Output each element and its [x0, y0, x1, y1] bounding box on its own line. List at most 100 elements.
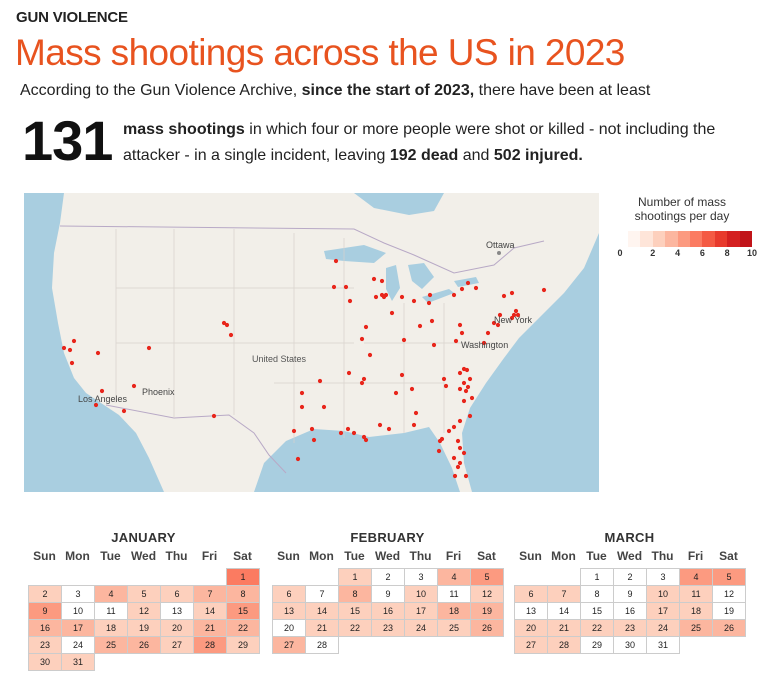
- calendar-day[interactable]: 29: [580, 636, 614, 654]
- calendar-day[interactable]: 20: [272, 619, 306, 637]
- calendar-day[interactable]: 30: [613, 636, 647, 654]
- calendar-day[interactable]: 26: [470, 619, 504, 637]
- calendar-day[interactable]: 17: [646, 602, 680, 620]
- calendar-day[interactable]: 16: [28, 619, 62, 637]
- calendar-day[interactable]: 6: [514, 585, 548, 603]
- calendar-day[interactable]: 25: [94, 636, 128, 654]
- calendar-day[interactable]: 25: [679, 619, 713, 637]
- calendar-day[interactable]: 12: [470, 585, 504, 603]
- calendar-day[interactable]: 21: [305, 619, 339, 637]
- calendar-day[interactable]: 16: [371, 602, 405, 620]
- calendar-day[interactable]: 4: [679, 568, 713, 586]
- calendar-day[interactable]: 7: [305, 585, 339, 603]
- calendar-day[interactable]: 8: [338, 585, 372, 603]
- calendar-day[interactable]: 13: [272, 602, 306, 620]
- calendar-day[interactable]: 1: [338, 568, 372, 586]
- calendar-day[interactable]: 19: [712, 602, 746, 620]
- calendar-day[interactable]: 6: [160, 585, 194, 603]
- calendar-day[interactable]: 10: [646, 585, 680, 603]
- calendar-day[interactable]: 17: [404, 602, 438, 620]
- shooting-dot: [299, 390, 305, 396]
- calendar-day[interactable]: 23: [613, 619, 647, 637]
- calendar-title: FEBRUARY: [350, 530, 425, 545]
- calendar-day[interactable]: 27: [272, 636, 306, 654]
- calendar-day[interactable]: 12: [712, 585, 746, 603]
- calendar-day[interactable]: 2: [613, 568, 647, 586]
- calendar-day[interactable]: 15: [580, 602, 614, 620]
- calendar-day[interactable]: 13: [160, 602, 194, 620]
- calendar-day[interactable]: 23: [28, 636, 62, 654]
- calendar-day[interactable]: 20: [514, 619, 548, 637]
- calendar-day[interactable]: 14: [193, 602, 227, 620]
- calendar-day[interactable]: 5: [127, 585, 161, 603]
- calendar-day[interactable]: 28: [305, 636, 339, 654]
- calendar-day[interactable]: 21: [547, 619, 581, 637]
- calendar-day[interactable]: 30: [28, 653, 62, 671]
- calendar-day[interactable]: 12: [127, 602, 161, 620]
- calendar-day[interactable]: 21: [193, 619, 227, 637]
- calendar-day[interactable]: 25: [437, 619, 471, 637]
- calendar-day[interactable]: 26: [712, 619, 746, 637]
- calendar-day[interactable]: 22: [338, 619, 372, 637]
- calendar-day[interactable]: 24: [404, 619, 438, 637]
- weekday-label: Fri: [687, 549, 704, 563]
- calendar-day[interactable]: 24: [61, 636, 95, 654]
- calendar-day[interactable]: 23: [371, 619, 405, 637]
- calendar-day[interactable]: 15: [338, 602, 372, 620]
- calendar-day[interactable]: 3: [61, 585, 95, 603]
- calendar-day[interactable]: 29: [226, 636, 260, 654]
- calendar-day[interactable]: 8: [580, 585, 614, 603]
- calendar-day[interactable]: 7: [193, 585, 227, 603]
- calendar-day[interactable]: 20: [160, 619, 194, 637]
- label-washington: Washington: [461, 340, 508, 350]
- calendar-day[interactable]: 1: [580, 568, 614, 586]
- calendar-weekdays: Sun Mon Tue Wed Thu Fri Sat: [272, 549, 503, 563]
- calendar-day[interactable]: 18: [437, 602, 471, 620]
- calendar-day[interactable]: 6: [272, 585, 306, 603]
- calendar-day[interactable]: 22: [226, 619, 260, 637]
- shooting-dot: [437, 438, 443, 444]
- calendar-day[interactable]: 11: [679, 585, 713, 603]
- calendar-day[interactable]: 5: [712, 568, 746, 586]
- calendar-day[interactable]: 19: [470, 602, 504, 620]
- calendar-day[interactable]: 19: [127, 619, 161, 637]
- calendar-day[interactable]: 24: [646, 619, 680, 637]
- calendar-day[interactable]: 9: [613, 585, 647, 603]
- calendar-day[interactable]: 2: [28, 585, 62, 603]
- shooting-dot: [457, 386, 463, 392]
- calendar-day[interactable]: 14: [547, 602, 581, 620]
- calendar-day[interactable]: 2: [371, 568, 405, 586]
- calendar-day[interactable]: 27: [514, 636, 548, 654]
- calendar-day[interactable]: 3: [646, 568, 680, 586]
- calendar-day[interactable]: 1: [226, 568, 260, 586]
- calendar-day[interactable]: 5: [470, 568, 504, 586]
- calendar-day[interactable]: 9: [371, 585, 405, 603]
- calendar-day[interactable]: 9: [28, 602, 62, 620]
- calendar-day[interactable]: 10: [404, 585, 438, 603]
- calendar-day[interactable]: 13: [514, 602, 548, 620]
- calendar-day[interactable]: 18: [94, 619, 128, 637]
- us-map[interactable]: Ottawa New York Washington United States…: [24, 193, 599, 492]
- calendar-day[interactable]: 31: [646, 636, 680, 654]
- calendar-day[interactable]: 10: [61, 602, 95, 620]
- calendar-day[interactable]: 14: [305, 602, 339, 620]
- calendar-day[interactable]: 16: [613, 602, 647, 620]
- calendar-day[interactable]: 22: [580, 619, 614, 637]
- calendar-day[interactable]: 27: [160, 636, 194, 654]
- calendar-day[interactable]: 31: [61, 653, 95, 671]
- calendar-day[interactable]: 11: [437, 585, 471, 603]
- calendar-day[interactable]: 15: [226, 602, 260, 620]
- calendar-day[interactable]: 28: [193, 636, 227, 654]
- calendar-day[interactable]: 3: [404, 568, 438, 586]
- calendar-day[interactable]: 4: [437, 568, 471, 586]
- calendar-day[interactable]: 7: [547, 585, 581, 603]
- calendar-day[interactable]: 11: [94, 602, 128, 620]
- calendar-day[interactable]: 28: [547, 636, 581, 654]
- shooting-dot: [367, 352, 373, 358]
- calendar-day[interactable]: 8: [226, 585, 260, 603]
- calendar-day[interactable]: 17: [61, 619, 95, 637]
- weekday-label: Mon: [551, 549, 576, 563]
- calendar-day[interactable]: 18: [679, 602, 713, 620]
- calendar-day[interactable]: 26: [127, 636, 161, 654]
- calendar-day[interactable]: 4: [94, 585, 128, 603]
